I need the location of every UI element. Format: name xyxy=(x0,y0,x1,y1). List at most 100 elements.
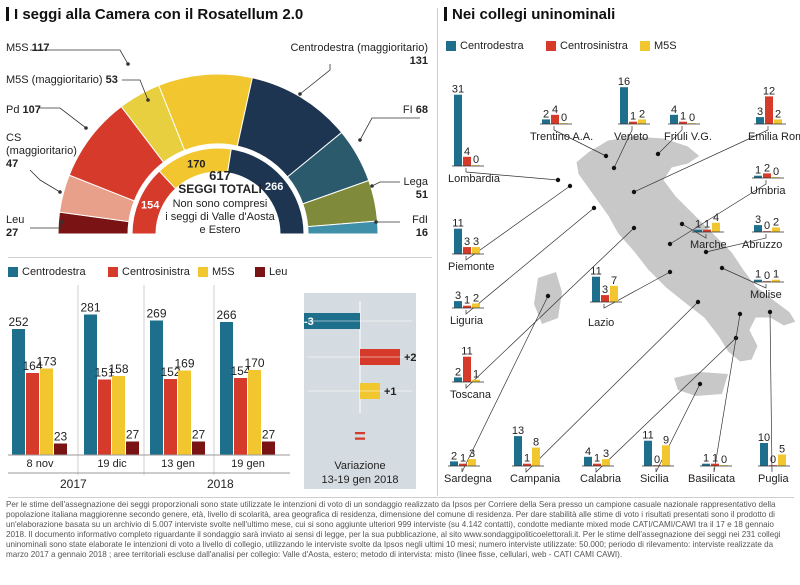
bar-label-1-2: 158 xyxy=(108,362,128,376)
region-calabria: Calabria xyxy=(580,473,622,485)
val-lazio-0: 11 xyxy=(590,266,601,278)
inner-value-2: 266 xyxy=(265,181,283,193)
leader-line-6 xyxy=(359,117,420,141)
bar-piemonte-1 xyxy=(463,247,471,254)
bar-8-nov-0 xyxy=(12,329,25,455)
bar-sardegna-2 xyxy=(468,459,476,466)
tick-2: 13 gen xyxy=(161,458,195,470)
val-lazio-1: 3 xyxy=(602,284,608,296)
bar-trentino-a-a--0 xyxy=(542,119,550,124)
region-piemonte: Piemonte xyxy=(448,261,494,273)
map-legend-csx: Centrosinistra xyxy=(546,40,628,52)
bar-19-dic-2 xyxy=(112,376,125,455)
legend-m5s: M5S xyxy=(198,266,235,278)
inner-value-1: 170 xyxy=(187,158,205,170)
leader-friuli-v-g- xyxy=(657,126,683,155)
label-lega: Lega 51 xyxy=(403,176,428,201)
seggi-camera-title: I seggi alla Camera con il Rosatellum 2.… xyxy=(6,6,303,23)
val-marche-1: 1 xyxy=(704,219,710,231)
leader-puglia xyxy=(769,311,773,473)
legend-cdx: Centrodestra xyxy=(8,266,86,278)
val-toscana-0: 2 xyxy=(455,366,461,378)
bar-umbria-1 xyxy=(763,173,771,178)
leader-toscana xyxy=(465,227,635,389)
dot-campania xyxy=(695,299,701,305)
val-campania-0: 13 xyxy=(512,425,524,437)
bar-liguria-2 xyxy=(472,303,480,308)
val-marche-0: 1 xyxy=(695,219,701,231)
region-molise: Molise xyxy=(750,289,782,301)
region-friuli-v-g-: Friuli V.G. xyxy=(664,131,712,143)
val-umbria-0: 1 xyxy=(755,165,761,177)
bar-emilia-romagna-0 xyxy=(756,117,764,124)
val-toscana-2: 1 xyxy=(473,369,479,381)
bar-label-2-0: 269 xyxy=(146,307,166,321)
val-molise-0: 1 xyxy=(755,269,761,281)
dot-molise xyxy=(719,265,725,271)
leader-dot-1 xyxy=(146,98,150,102)
val-piemonte-1: 3 xyxy=(464,236,470,248)
region-basilicata: Basilicata xyxy=(688,473,736,485)
leader-line-3 xyxy=(29,169,61,193)
leader-calabria xyxy=(595,337,737,473)
var-equals: = xyxy=(354,426,366,448)
leader-dot-5 xyxy=(298,92,302,96)
val-abruzzo-1: 0 xyxy=(764,220,770,232)
dot-piemonte xyxy=(567,183,573,189)
bar-emilia-romagna-2 xyxy=(774,119,782,124)
bar-label-0-2: 173 xyxy=(36,355,56,369)
year-2017: 2017 xyxy=(60,477,87,491)
label-fdi: FdI 16 xyxy=(412,214,428,239)
val-puglia-2: 5 xyxy=(779,444,785,456)
bar-puglia-0 xyxy=(760,443,768,466)
val-calabria-2: 3 xyxy=(603,448,609,460)
val-sardegna-2: 3 xyxy=(469,448,475,460)
bar-label-0-3: 23 xyxy=(54,430,68,444)
val-puglia-0: 10 xyxy=(758,432,770,444)
bar-abruzzo-2 xyxy=(772,227,780,232)
bar-13-gen-0 xyxy=(150,320,163,455)
label-fi: FI 68 xyxy=(402,104,428,116)
val-basilicata-0: 1 xyxy=(703,453,709,465)
dot-toscana xyxy=(631,225,637,231)
arc-outer-fdi xyxy=(307,220,379,235)
bar-lombardia-0 xyxy=(454,94,462,166)
val-veneto-1: 1 xyxy=(630,111,636,123)
leader-trentino-a-a- xyxy=(553,126,607,157)
dot-liguria xyxy=(591,205,597,211)
bar-label-3-1: 154 xyxy=(230,364,250,378)
dot-umbria xyxy=(667,241,673,247)
bar-lombardia-1 xyxy=(463,156,471,166)
tick-3: 19 gen xyxy=(231,458,265,470)
bar-label-1-0: 281 xyxy=(80,301,100,315)
leader-emilia-romagna xyxy=(633,126,769,193)
val-campania-2: 8 xyxy=(533,437,539,449)
leader-line-4 xyxy=(30,221,63,229)
bar-sicilia-0 xyxy=(644,440,652,466)
dot-basilicata xyxy=(737,311,743,317)
val-friuli-v-g--0: 4 xyxy=(671,104,677,116)
val-basilicata-2: 0 xyxy=(721,454,727,466)
val-puglia-1: 0 xyxy=(770,454,776,466)
bar-label-0-1: 164 xyxy=(22,359,42,373)
bar-sicilia-1 xyxy=(653,465,661,466)
val-molise-1: 0 xyxy=(764,270,770,282)
bar-sardegna-0 xyxy=(450,461,458,466)
val-lombardia-0: 31 xyxy=(452,84,464,96)
bar-molise-2 xyxy=(772,279,780,282)
row-divider xyxy=(8,257,432,258)
bar-basilicata-2 xyxy=(720,465,728,466)
bar-marche-0 xyxy=(694,229,702,232)
val-calabria-0: 4 xyxy=(585,446,591,458)
bar-calabria-2 xyxy=(602,459,610,466)
val-sicilia-2: 9 xyxy=(663,434,669,446)
bar-19-dic-3 xyxy=(126,441,139,455)
bar-13-gen-1 xyxy=(164,379,177,455)
val-friuli-v-g--1: 1 xyxy=(680,111,686,123)
bar-19-gen-1 xyxy=(234,378,247,455)
bar-abruzzo-1 xyxy=(763,231,771,232)
dot-puglia xyxy=(767,309,773,315)
footer-divider xyxy=(8,497,794,498)
leader-dot-4 xyxy=(60,220,64,224)
bar-label-0-0: 252 xyxy=(8,315,28,329)
